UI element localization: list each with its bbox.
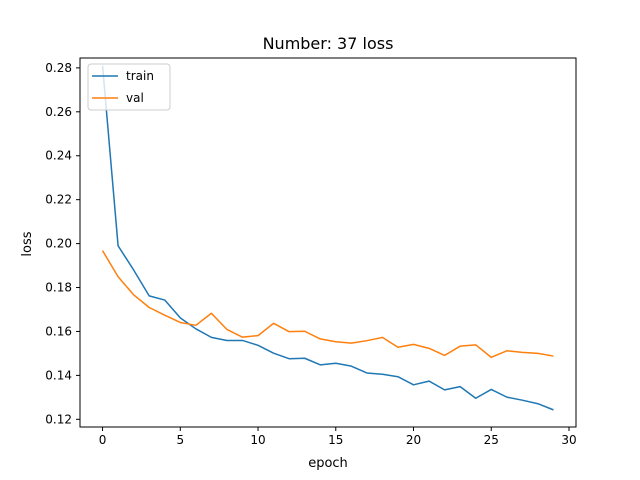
y-tick-label: 0.28 [45, 61, 72, 75]
legend-label-train: train [126, 69, 154, 83]
y-tick-label: 0.24 [45, 149, 72, 163]
x-axis-label: epoch [308, 456, 348, 471]
x-tick-label: 30 [561, 433, 576, 447]
y-tick-label: 0.18 [45, 281, 72, 295]
x-tick-label: 0 [99, 433, 107, 447]
y-tick-label: 0.12 [45, 412, 72, 426]
x-tick-label: 20 [406, 433, 421, 447]
y-axis: 0.12 0.14 0.16 0.18 0.20 0.22 0.24 0.26 0.28 [45, 61, 80, 426]
x-tick-label: 15 [328, 433, 343, 447]
x-axis: 0 5 10 15 20 25 30 [99, 427, 577, 447]
x-tick-label: 10 [250, 433, 265, 447]
x-tick-label: 25 [484, 433, 499, 447]
plot-area [79, 57, 577, 428]
y-axis-label: loss [20, 231, 35, 256]
y-tick-label: 0.14 [45, 368, 72, 382]
series-line-val [101, 250, 554, 359]
axes-frame [79, 57, 577, 428]
legend: train val [87, 63, 171, 111]
x-tick-label: 5 [176, 433, 184, 447]
legend-label-val: val [126, 91, 144, 105]
series-lines [101, 65, 554, 411]
y-tick-label: 0.20 [45, 237, 72, 251]
y-tick-label: 0.16 [45, 324, 72, 338]
y-tick-label: 0.22 [45, 193, 72, 207]
y-tick-label: 0.26 [45, 105, 72, 119]
series-line-train [101, 65, 554, 411]
chart-title: Number: 37 loss [263, 34, 394, 53]
